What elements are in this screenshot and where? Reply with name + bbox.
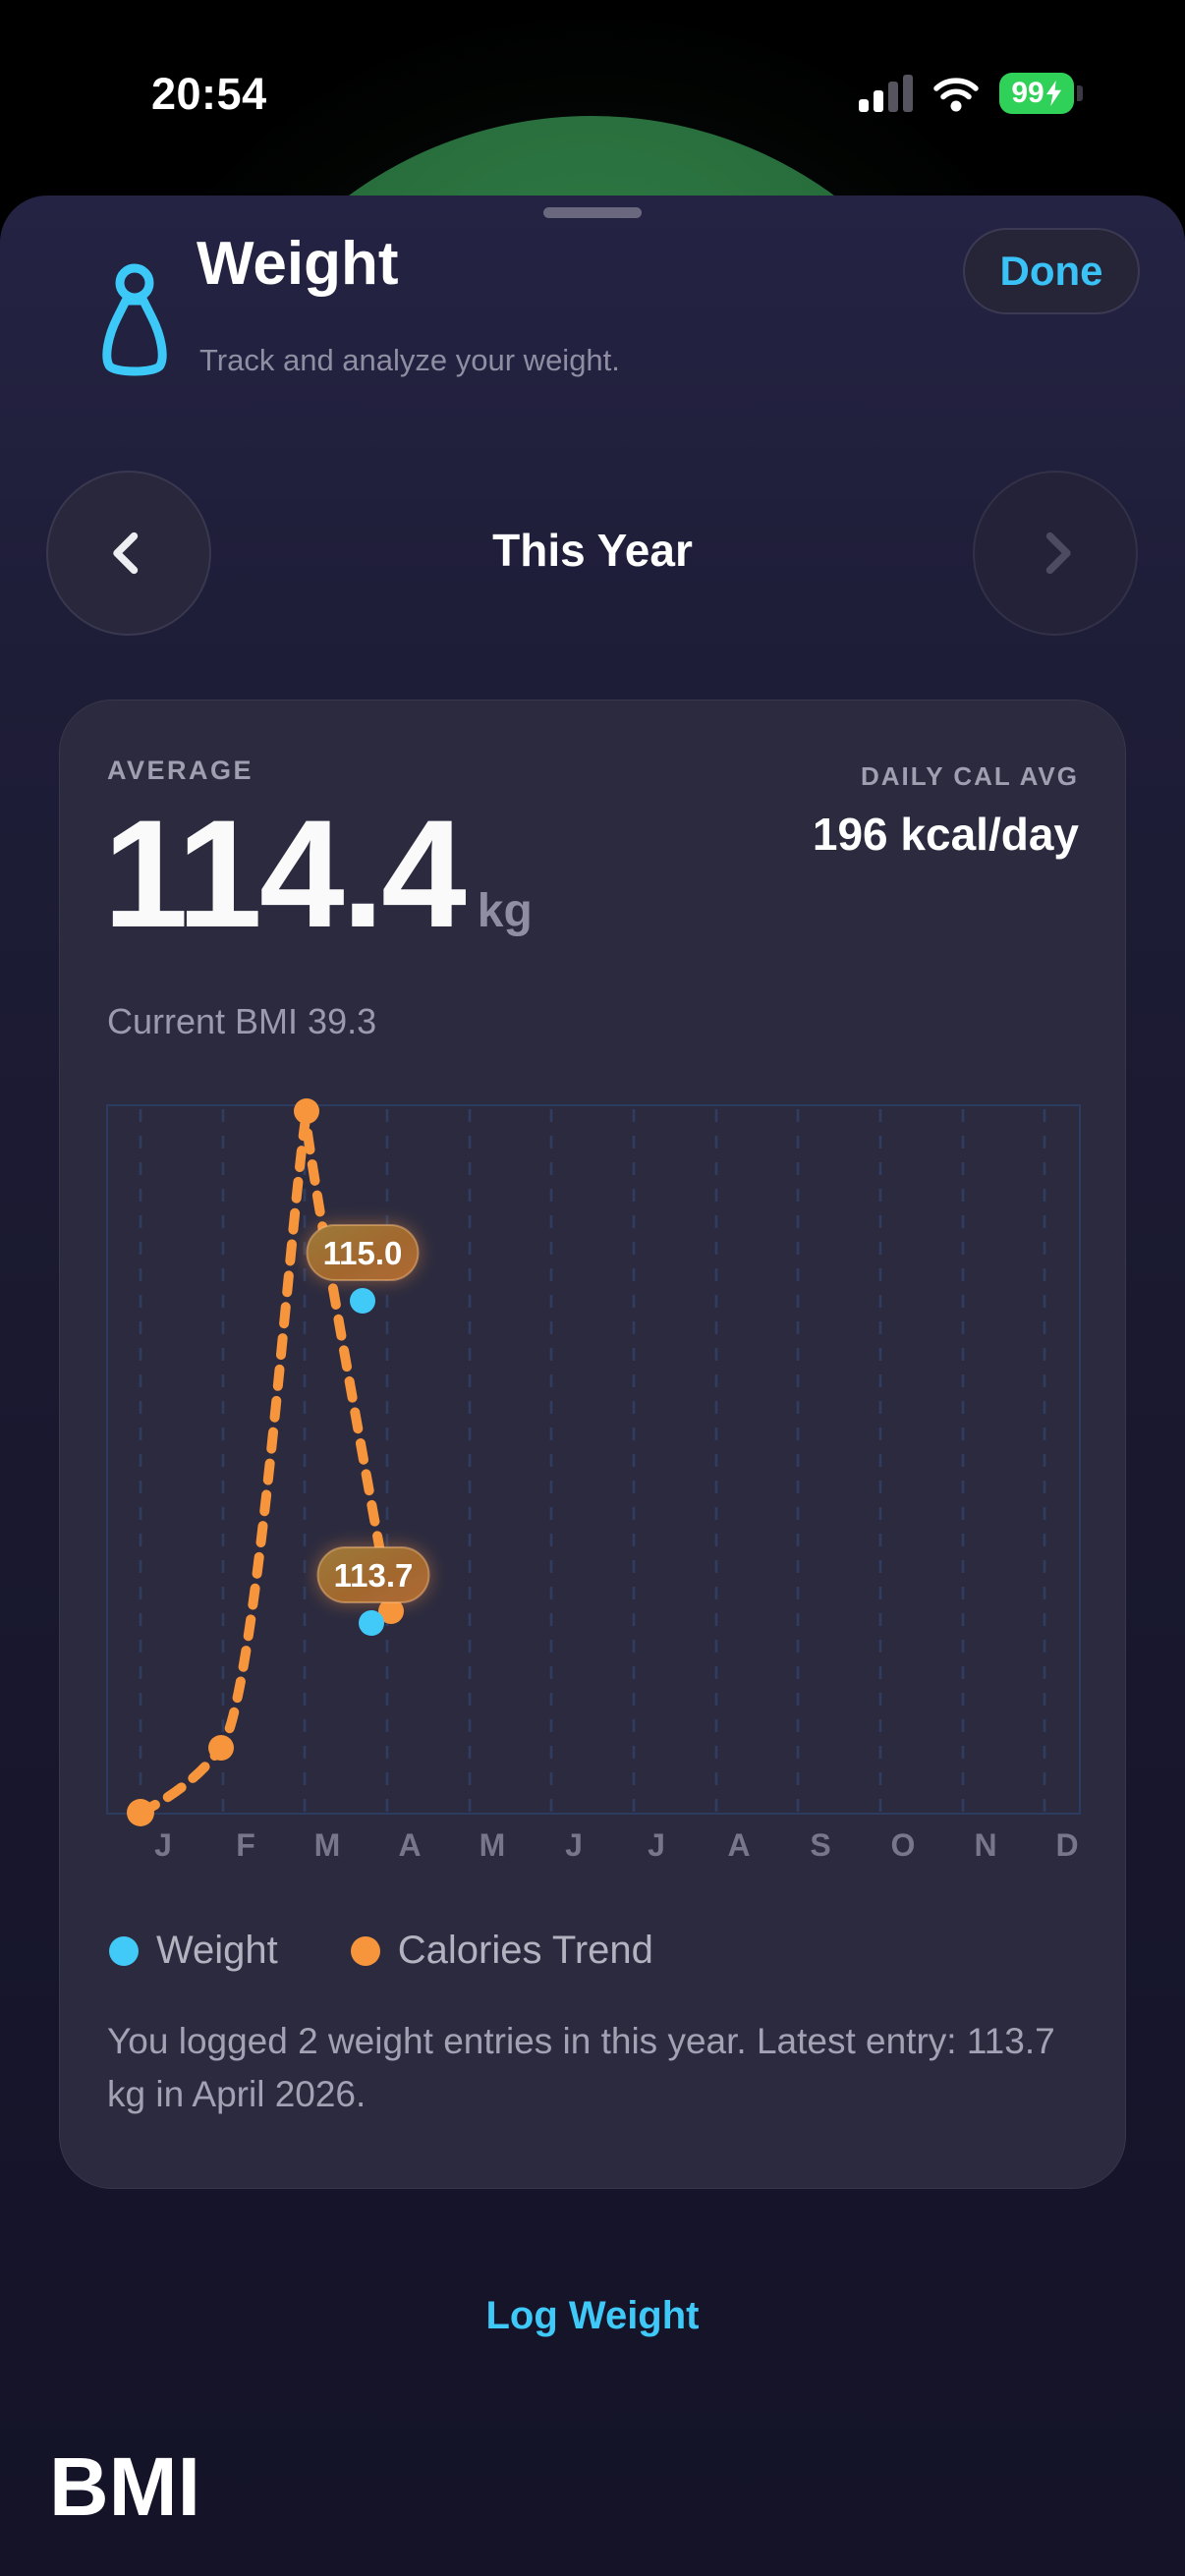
weight-kettlebell-icon [102,263,167,376]
average-weight: 114.4 kg [103,789,533,960]
page-title: Weight [197,230,399,298]
plot-border [106,1104,1081,1815]
chevron-left-icon [113,532,139,575]
weight-stats-card: AVERAGE 114.4 kg Current BMI 39.3 DAILY … [59,700,1126,2189]
log-weight-button[interactable]: Log Weight [485,2294,700,2337]
weight-point [350,1288,375,1314]
svg-text:A: A [727,1827,750,1863]
daily-cal-value: 196 kcal/day [812,809,1079,860]
grid-lines [139,1109,1046,1812]
entries-summary-text: You logged 2 weight entries in this year… [107,2021,1055,2114]
status-icons: 99 [859,73,1083,114]
bmi-section-title: BMI [49,2440,200,2533]
cellular-signal-icon [859,75,913,112]
average-weight-unit: kg [477,885,533,937]
legend-label: Weight [156,1929,278,1972]
daily-calories-block: DAILY CAL AVG 196 kcal/day [813,761,1079,861]
weight-sheet: Weight Track and analyze your weight. Do… [0,196,1185,2576]
charging-bolt-icon [1045,81,1061,106]
svg-text:F: F [236,1827,255,1863]
next-period-button[interactable] [973,471,1138,636]
period-label: This Year [492,525,693,576]
done-button[interactable]: Done [963,228,1140,314]
x-axis-labels: J F M A M J J A S O N D [154,1827,1078,1863]
chart-legend: Weight Calories Trend [109,1929,653,1973]
svg-text:J: J [154,1827,172,1863]
battery-percent: 99 [1011,77,1044,109]
weight-point [359,1610,384,1636]
legend-item-weight: Weight [109,1929,278,1973]
svg-text:O: O [891,1827,916,1863]
svg-text:A: A [398,1827,421,1863]
weight-legend-dot-icon [109,1935,139,1966]
current-bmi-text: Current BMI 39.3 [107,1001,377,1041]
clock: 20:54 [151,69,267,119]
weight-chart: 115.0 113.7 J F M A M J J [106,1098,1081,1863]
svg-text:D: D [1055,1827,1078,1863]
legend-item-calories: Calories Trend [350,1929,653,1973]
calories-trend-line [136,1118,396,1818]
wifi-icon [933,77,979,111]
average-label: AVERAGE [107,756,254,785]
average-weight-value: 114.4 [103,789,467,960]
chevron-right-icon [1045,532,1071,575]
data-label-badge: 115.0 [306,1224,420,1281]
svg-text:J: J [565,1827,583,1863]
sheet-drag-handle[interactable] [543,207,642,218]
calories-trend-points [127,1098,404,1826]
svg-text:J: J [648,1827,665,1863]
svg-text:M: M [480,1827,506,1863]
svg-text:S: S [810,1827,830,1863]
svg-text:115.0: 115.0 [323,1235,403,1271]
svg-text:M: M [314,1827,341,1863]
daily-cal-label: DAILY CAL AVG [860,761,1079,791]
calories-legend-dot-icon [350,1935,380,1966]
status-bar: 20:54 99 [0,0,1185,147]
previous-period-button[interactable] [46,471,211,636]
svg-text:N: N [974,1827,996,1863]
data-label-badge: 113.7 [316,1546,430,1603]
legend-label: Calories Trend [397,1929,653,1972]
svg-text:113.7: 113.7 [334,1557,414,1594]
page-subtitle: Track and analyze your weight. [199,343,620,377]
battery-icon: 99 [999,73,1083,114]
